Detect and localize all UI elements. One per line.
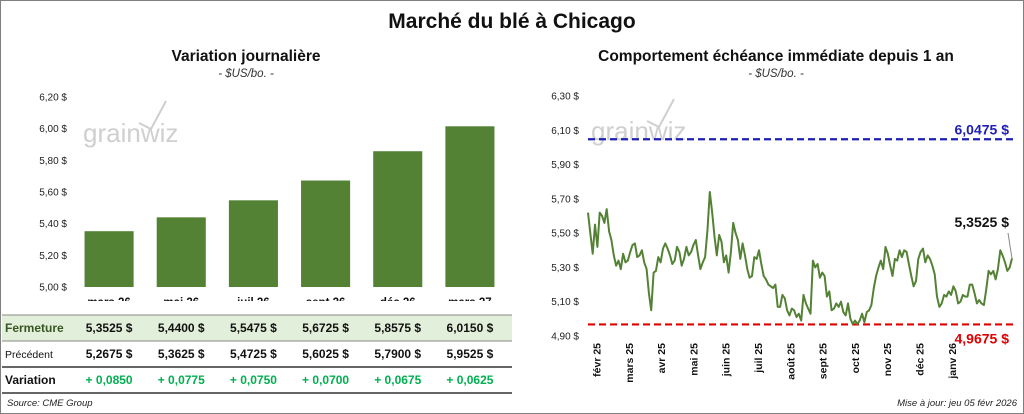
line-x-tick-label: mai 25 xyxy=(688,343,700,376)
table-cell: + 0,0625 xyxy=(446,373,493,387)
main-title: Marché du blé à Chicago xyxy=(388,10,636,33)
line-y-tick-label: 5,50 $ xyxy=(551,229,579,240)
line-x-tick-label: juin 25 xyxy=(721,343,733,377)
table-cell: 5,4725 $ xyxy=(230,347,277,361)
line-y-tick-label: 5,10 $ xyxy=(551,297,579,308)
bar-category-label: juil 26 xyxy=(236,297,270,301)
table-row: Variation + 0,0850 + 0,0775 + 0,0750 + 0,070… xyxy=(2,367,512,393)
bar-category-label: mars 26 xyxy=(87,297,130,301)
line-y-tick-label: 6,10 $ xyxy=(551,126,579,137)
bar-chart-axis: 5,00 $ 5,20 $ 5,40 $ 5,60 $ 5,80 $ 6,00 $ 6,20… xyxy=(39,93,178,294)
data-table: Fermeture 5,3525 $ 5,4400 $ 5,5475 $ 5,6725 … xyxy=(2,314,512,394)
svg-text:grainwiz: grainwiz xyxy=(83,118,178,148)
grainwiz-logo: grainwiz xyxy=(83,100,178,148)
footer-source: Source: CME Group xyxy=(7,398,93,409)
table-cell: 5,9525 $ xyxy=(447,347,494,361)
table-row-label: Précédent xyxy=(5,349,53,361)
table-row: Fermeture 5,3525 $ 5,4400 $ 5,5475 $ 5,6725 … xyxy=(2,315,512,341)
line-y-tick-label: 4,90 $ xyxy=(551,332,579,343)
bar xyxy=(156,217,206,287)
bar-y-tick-label: 5,20 $ xyxy=(39,251,67,262)
price-series-line xyxy=(587,191,1013,325)
bar-category-label: sept 26 xyxy=(306,297,346,301)
line-x-tick-label: mars 25 xyxy=(624,343,636,383)
bar xyxy=(301,180,351,287)
table-cell: 5,7900 $ xyxy=(374,347,421,361)
line-x-tick-label: févr 25 xyxy=(592,343,604,377)
bar xyxy=(373,151,423,287)
bar-y-tick-label: 5,00 $ xyxy=(39,283,67,294)
bar-y-tick-label: 5,60 $ xyxy=(39,188,67,199)
line-x-tick-label: août 25 xyxy=(785,343,797,380)
line-x-tick-label: oct 25 xyxy=(850,343,862,374)
bar-y-tick-label: 5,80 $ xyxy=(39,156,67,167)
last-value-leader xyxy=(1007,232,1013,259)
line-x-tick-label: sept 25 xyxy=(818,343,830,379)
bar-y-tick-label: 6,00 $ xyxy=(39,124,67,135)
table-cell: 6,0150 $ xyxy=(447,321,494,335)
table-cell: 5,3525 $ xyxy=(86,321,133,335)
table-cell: + 0,0750 xyxy=(230,373,277,387)
table-cell: + 0,0675 xyxy=(374,373,421,387)
last-value-label: 5,3525 $ xyxy=(955,214,1010,230)
right-chart-subtitle: - $US/bo. - xyxy=(748,68,804,80)
max-reference-label: 6,0475 $ xyxy=(955,121,1010,137)
table-cell: 5,4400 $ xyxy=(158,321,205,335)
grainwiz-logo: grainwiz xyxy=(591,98,686,146)
line-x-tick-label: janv 26 xyxy=(947,343,959,380)
table-cell: + 0,0700 xyxy=(302,373,349,387)
line-x-tick-label: juil 25 xyxy=(753,343,765,374)
bar-chart-bars: mars 26 mai 26 juil 26 sept 26 déc 26 mars 27 xyxy=(84,126,495,301)
table-cell: 5,2675 $ xyxy=(86,347,133,361)
table-row: Précédent 5,2675 $ 5,3625 $ 5,4725 $ 5,6025 … xyxy=(2,341,512,367)
bar-category-label: déc 26 xyxy=(380,297,416,301)
table-cell: 5,5475 $ xyxy=(230,321,277,335)
line-y-tick-label: 5,90 $ xyxy=(551,160,579,171)
line-x-tick-label: nov 25 xyxy=(882,343,894,376)
footer-update: Mise à jour: jeu 05 févr 2026 xyxy=(897,398,1017,409)
line-x-tick-label: déc 25 xyxy=(915,343,927,376)
bar-y-tick-label: 6,20 $ xyxy=(39,93,67,104)
table-cell: 5,8575 $ xyxy=(374,321,421,335)
left-chart-title: Variation journalière xyxy=(171,48,321,65)
line-chart: 4,90 $ 5,10 $ 5,30 $ 5,50 $ 5,70 $ 5,90 $ 6,10… xyxy=(551,92,1016,383)
right-chart-title: Comportement échéance immédiate depuis 1… xyxy=(598,48,954,65)
table-cell: + 0,0850 xyxy=(86,373,133,387)
table-cell: 5,3625 $ xyxy=(158,347,205,361)
min-reference-label: 4,9675 $ xyxy=(955,330,1010,346)
table-cell: + 0,0775 xyxy=(158,373,205,387)
line-x-tick-label: avr 25 xyxy=(656,343,668,374)
table-cell: 5,6025 $ xyxy=(302,347,349,361)
line-y-tick-label: 6,30 $ xyxy=(551,92,579,103)
bar xyxy=(445,126,495,288)
table-row-label: Variation xyxy=(5,373,56,387)
bar-y-tick-label: 5,40 $ xyxy=(39,219,67,230)
table-row-label: Fermeture xyxy=(5,321,64,335)
left-chart-subtitle: - $US/bo. - xyxy=(218,68,274,80)
bar xyxy=(228,200,278,287)
line-y-tick-label: 5,30 $ xyxy=(551,263,579,274)
bar-chart: 5,00 $ 5,20 $ 5,40 $ 5,60 $ 5,80 $ 6,00 $ 6,20… xyxy=(39,93,495,301)
table-cell: 5,6725 $ xyxy=(302,321,349,335)
bar xyxy=(84,231,134,287)
svg-text:grainwiz: grainwiz xyxy=(591,116,686,146)
bar-category-label: mai 26 xyxy=(163,297,199,301)
bar-category-label: mars 27 xyxy=(448,297,491,301)
line-y-tick-label: 5,70 $ xyxy=(551,194,579,205)
